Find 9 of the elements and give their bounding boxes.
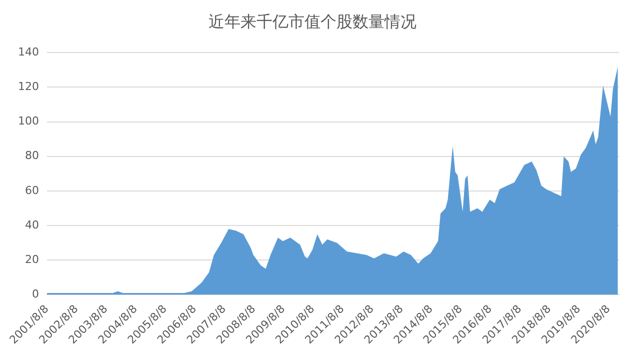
y-tick-label: 140 bbox=[18, 45, 39, 58]
y-tick-label: 80 bbox=[24, 149, 39, 162]
y-tick-label: 100 bbox=[18, 114, 39, 128]
y-tick-label: 0 bbox=[32, 288, 39, 301]
y-tick-label: 60 bbox=[24, 184, 39, 197]
y-tick-label: 120 bbox=[18, 80, 39, 94]
y-tick-label: 40 bbox=[24, 218, 39, 232]
y-tick-label: 20 bbox=[24, 253, 39, 266]
chart-title: 近年来千亿市值个股数量情况 bbox=[208, 12, 418, 33]
